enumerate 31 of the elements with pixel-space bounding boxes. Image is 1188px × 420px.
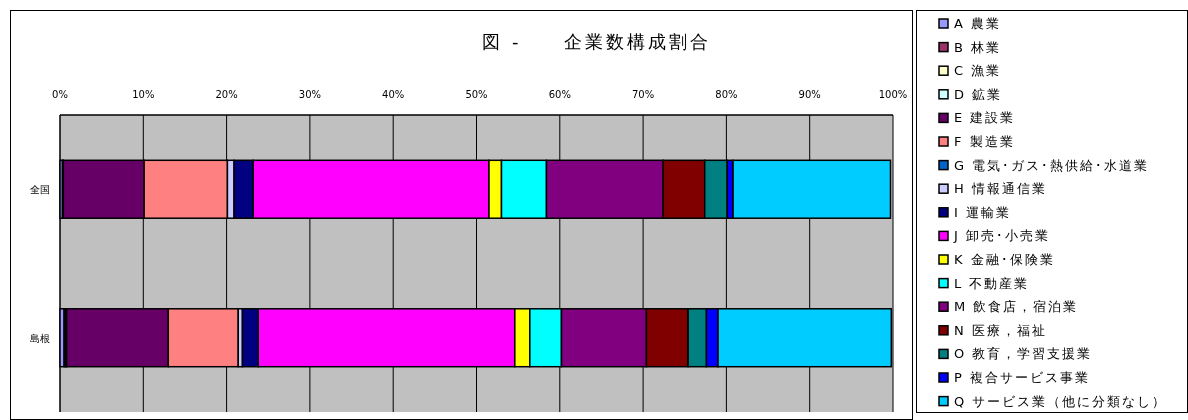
y-tick-label: 全国 bbox=[30, 184, 50, 196]
x-tick-label: 0% bbox=[52, 89, 68, 100]
legend-label: E 建設業 bbox=[954, 110, 1016, 126]
legend-label: B 林業 bbox=[954, 39, 1002, 55]
x-tick-label: 10% bbox=[132, 89, 155, 100]
legend-label: H 情報通信業 bbox=[954, 181, 1047, 197]
x-tick-label: 70% bbox=[631, 89, 655, 100]
legend-label: G 電気･ガス･熱供給･水道業 bbox=[954, 157, 1150, 173]
legend-label: A 農業 bbox=[954, 16, 1002, 31]
x-tick-label: 50% bbox=[465, 89, 488, 100]
legend-label: D 鉱業 bbox=[954, 86, 1003, 102]
x-tick-label: 80% bbox=[715, 89, 738, 100]
legend-label: J 卸売･小売業 bbox=[953, 228, 1050, 244]
x-tick-label: 20% bbox=[215, 89, 238, 100]
legend-label: L 不動産業 bbox=[954, 275, 1030, 291]
legend-label: P 複合サービス事業 bbox=[954, 370, 1090, 385]
x-tick-label: 40% bbox=[382, 89, 405, 100]
legend-label: O 教育，学習支援業 bbox=[954, 346, 1093, 362]
legend-label: M 飲食店，宿泊業 bbox=[954, 299, 1079, 315]
y-tick-label: 島根 bbox=[30, 332, 50, 344]
x-tick-label: 90% bbox=[798, 89, 821, 100]
legend-label: C 漁業 bbox=[954, 63, 1002, 79]
legend-label: N 医療，福祉 bbox=[954, 322, 1047, 338]
x-tick-label: 100% bbox=[878, 89, 908, 100]
legend-label: Q サービス業（他に分類なし） bbox=[954, 393, 1168, 409]
legend-label: I 運輸業 bbox=[954, 204, 1011, 220]
legend-label: F 製造業 bbox=[954, 134, 1015, 149]
x-tick-label: 60% bbox=[548, 89, 571, 100]
chart-title: 図 - 企業数構成割合 bbox=[482, 31, 711, 52]
legend-label: K 金融･保険業 bbox=[954, 252, 1055, 267]
x-tick-label: 30% bbox=[298, 89, 322, 100]
